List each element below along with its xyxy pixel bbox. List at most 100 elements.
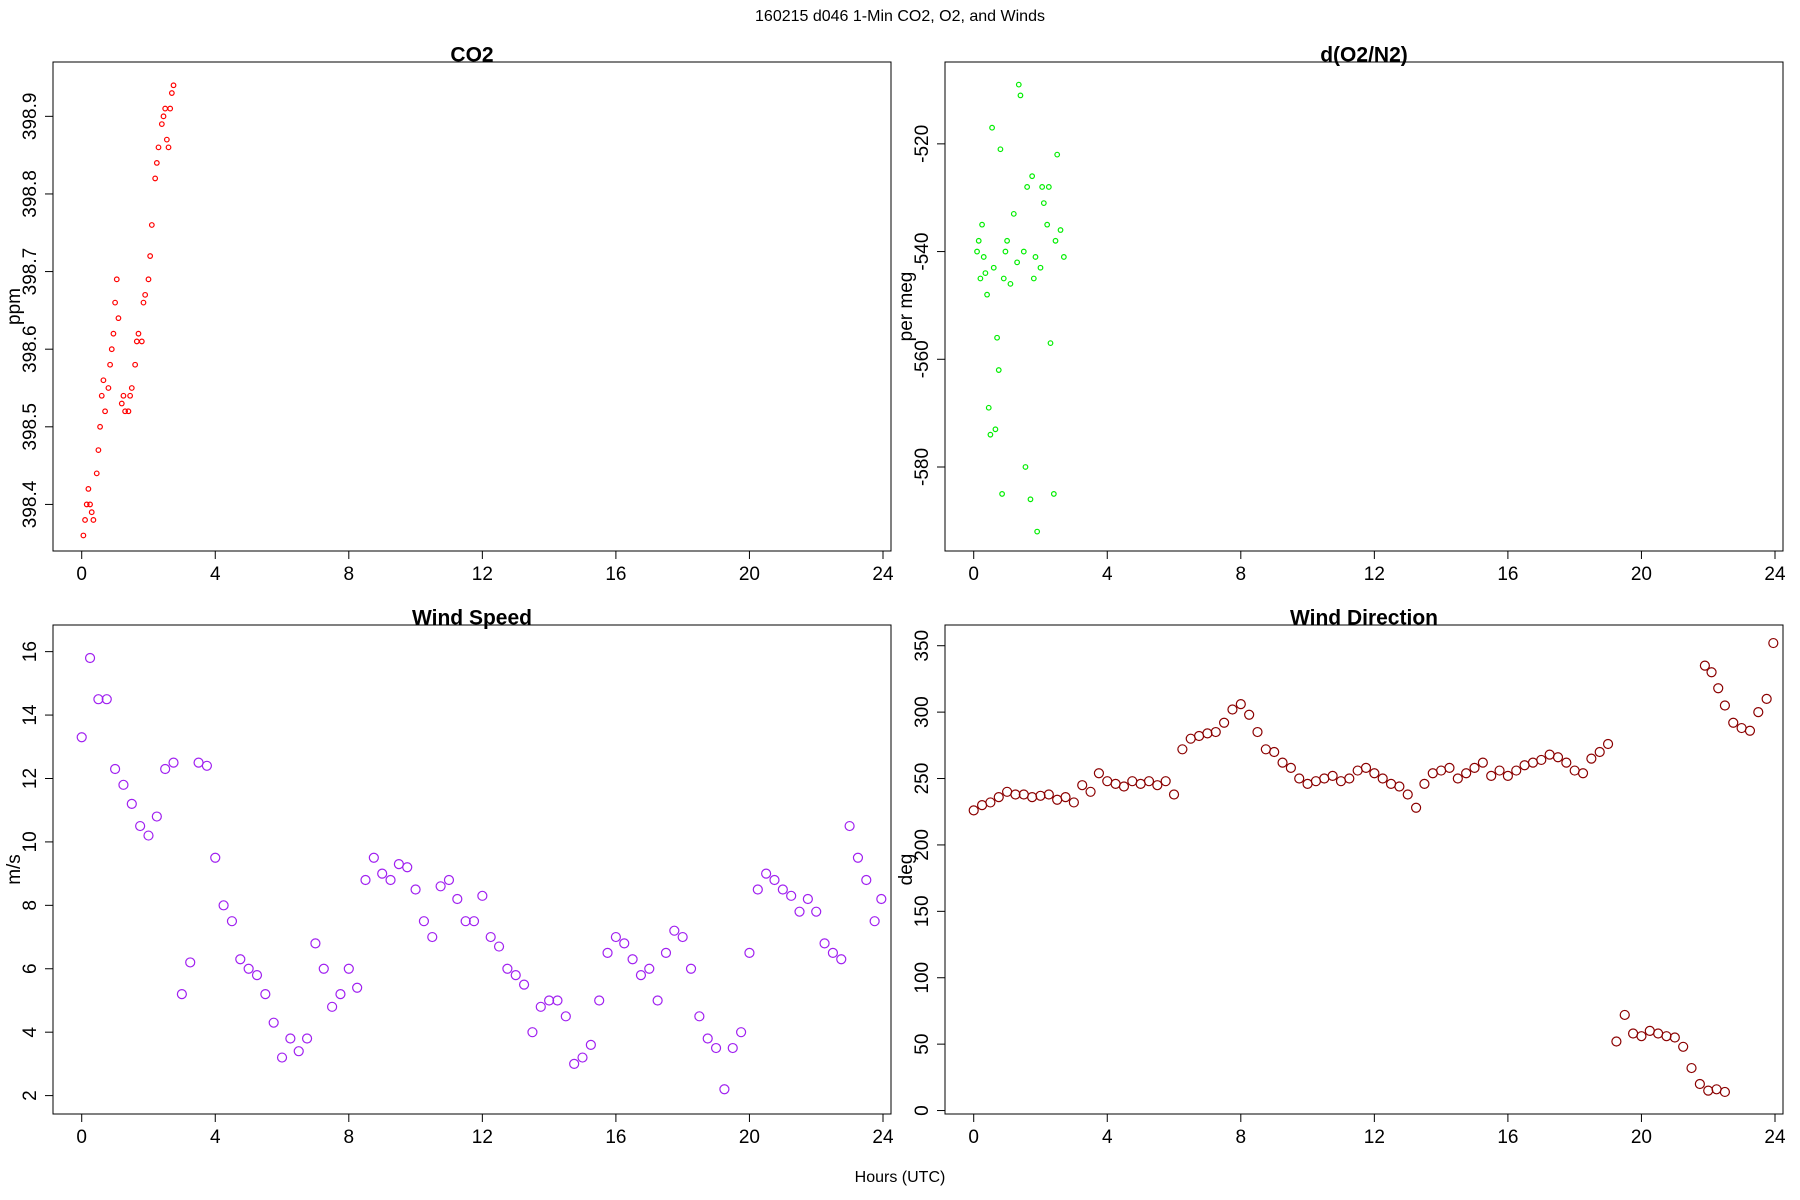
data-point <box>93 470 100 477</box>
data-point <box>1015 81 1022 88</box>
data-point <box>1327 770 1338 781</box>
data-point <box>132 361 139 368</box>
data-point <box>1210 726 1221 738</box>
data-point <box>1269 746 1280 758</box>
data-point <box>276 1052 288 1063</box>
data-point <box>999 491 1005 497</box>
data-point <box>165 144 172 151</box>
data-point <box>710 1042 722 1054</box>
data-point <box>1219 717 1230 728</box>
data-point <box>1127 776 1138 787</box>
data-point <box>1118 781 1130 792</box>
data-point <box>836 954 847 965</box>
y-axis-label: ppm <box>4 288 25 325</box>
data-point <box>1699 660 1710 671</box>
data-point <box>1619 1009 1630 1021</box>
data-point <box>105 385 112 391</box>
data-point <box>1477 757 1488 768</box>
data-point <box>115 315 122 322</box>
y-tick-label: 300 <box>912 696 933 728</box>
data-point <box>1713 683 1724 694</box>
x-axis-label: Hours (UTC) <box>855 1169 946 1186</box>
data-point <box>1627 1028 1639 1039</box>
data-point <box>1027 792 1038 803</box>
data-point <box>1544 749 1555 760</box>
data-point <box>1736 722 1747 734</box>
y-tick-label: -540 <box>912 233 933 271</box>
data-point <box>1711 1084 1722 1095</box>
y-tick-label: 12 <box>20 768 41 789</box>
data-point <box>594 995 605 1006</box>
y-tick-label: 200 <box>912 829 933 861</box>
y-tick-label: 398.9 <box>20 93 41 141</box>
panel-title: d(O2/N2) <box>1320 44 1408 67</box>
y-tick-label: 398.5 <box>20 403 41 451</box>
data-point <box>251 970 263 981</box>
data-point <box>811 906 822 917</box>
data-point <box>163 136 170 143</box>
x-tick-label: 20 <box>739 564 760 585</box>
data-point <box>1694 1078 1705 1090</box>
data-point <box>769 874 780 886</box>
data-point <box>83 501 90 508</box>
data-point <box>1768 637 1779 649</box>
data-point <box>1260 744 1271 755</box>
data-point <box>151 811 162 822</box>
y-tick-label: 398.6 <box>20 325 41 373</box>
y-tick-label: 250 <box>912 763 933 795</box>
data-point <box>1678 1041 1689 1052</box>
data-point <box>1043 789 1054 800</box>
data-point <box>158 121 165 127</box>
data-point <box>1047 340 1054 347</box>
y-tick-label: 10 <box>20 831 41 852</box>
data-point <box>1002 248 1009 255</box>
data-point <box>544 995 555 1006</box>
data-point <box>827 947 839 959</box>
data-point <box>1569 765 1580 776</box>
data-point <box>218 900 229 911</box>
data-point <box>1035 790 1046 801</box>
data-point <box>152 175 159 182</box>
y-tick-label: 398.4 <box>20 480 41 528</box>
data-point <box>335 989 346 1000</box>
data-point <box>285 1033 296 1044</box>
data-point <box>735 1027 747 1038</box>
data-point <box>1602 738 1614 750</box>
data-point <box>1010 789 1021 800</box>
data-point <box>980 254 987 260</box>
y-tick-label: 0 <box>912 1105 933 1116</box>
data-point <box>1045 184 1052 190</box>
x-tick-label: 20 <box>739 1127 760 1148</box>
data-point <box>153 160 160 166</box>
data-point <box>1719 700 1731 711</box>
data-point <box>1636 1031 1647 1042</box>
data-point <box>1502 770 1513 781</box>
y-tick-label: 16 <box>20 641 41 662</box>
data-point <box>76 732 87 743</box>
x-tick-label: 8 <box>1236 564 1247 585</box>
data-point <box>1032 254 1039 260</box>
data-point <box>88 509 95 516</box>
data-point <box>1001 786 1013 797</box>
data-point <box>979 221 985 228</box>
data-point <box>685 963 697 974</box>
data-point <box>994 334 1000 341</box>
x-tick-label: 24 <box>872 564 894 585</box>
data-point <box>135 820 146 832</box>
panel-title: Wind Speed <box>412 607 532 630</box>
x-tick-label: 8 <box>344 1127 355 1148</box>
data-point <box>1057 227 1064 233</box>
data-point <box>102 408 108 415</box>
data-point <box>1030 275 1037 282</box>
data-point <box>1077 780 1088 791</box>
data-point <box>502 963 513 974</box>
data-point <box>352 982 363 993</box>
data-point <box>1469 762 1480 774</box>
data-point <box>1427 768 1438 779</box>
data-point <box>819 938 830 949</box>
figure-title: 160215 d046 1-Min CO2, O2, and Winds <box>755 8 1045 25</box>
y-tick-label: -520 <box>912 125 933 163</box>
data-point <box>118 779 129 790</box>
data-point <box>193 757 204 768</box>
data-point <box>477 890 488 901</box>
